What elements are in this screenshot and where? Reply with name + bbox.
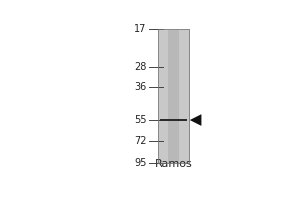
Bar [158, 29, 189, 163]
Text: 95: 95 [134, 158, 147, 168]
Text: 36: 36 [134, 82, 147, 92]
Bar [168, 29, 179, 163]
Bar [160, 119, 188, 121]
Text: Ramos: Ramos [154, 159, 192, 169]
Text: 72: 72 [134, 136, 147, 146]
Polygon shape [190, 114, 201, 126]
Text: 28: 28 [134, 62, 147, 72]
Bar [158, 29, 189, 163]
Text: 55: 55 [134, 115, 147, 125]
Text: 17: 17 [134, 24, 147, 34]
